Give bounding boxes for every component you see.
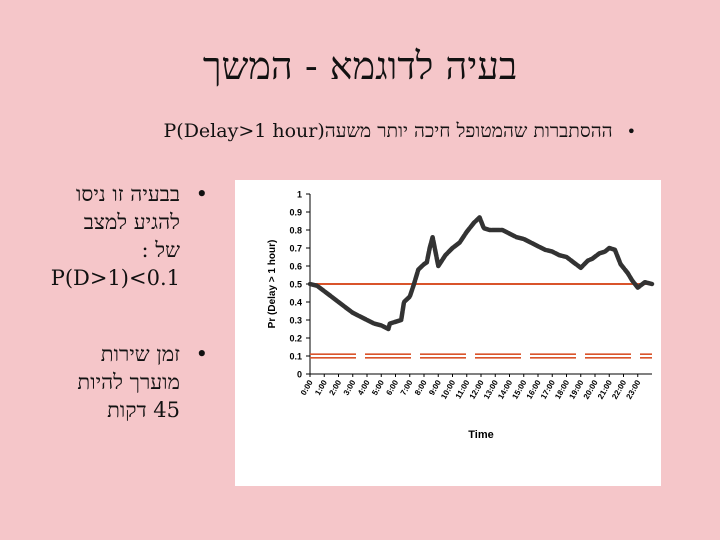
bullet-dot: • <box>626 122 636 141</box>
bullet-dot: • <box>195 342 208 366</box>
data-point <box>508 232 511 235</box>
x-tick-label: 3:00 <box>342 378 358 397</box>
y-tick-label: 0.7 <box>289 244 302 254</box>
data-point <box>543 248 547 252</box>
data-point <box>329 295 333 298</box>
data-point <box>557 253 561 257</box>
data-point <box>372 322 376 325</box>
x-tick-label: 5:00 <box>370 378 386 397</box>
data-point <box>643 280 647 284</box>
y-tick-label: 0.4 <box>289 298 302 308</box>
data-point <box>416 268 420 271</box>
side-point-2-line: זמן שירות <box>100 342 180 366</box>
delay-probability-chart: 0 0.1 0.2 0.3 0.4 0.5 0.6 0.7 0.8 0.9 1 0:001:002:0… <box>267 190 655 441</box>
side-point-2-line: 45 דקות <box>107 398 180 422</box>
y-tick-label: 0.1 <box>289 352 302 362</box>
y-tick-label: 0.6 <box>289 262 302 272</box>
data-point <box>515 235 519 239</box>
x-tick-label: 0:00 <box>299 378 315 397</box>
main-bullet: • ההסתברות שהמטופל חיכה יותר משעהP(Delay>… <box>164 120 637 143</box>
data-point <box>386 327 390 331</box>
data-point <box>344 306 348 309</box>
data-point <box>522 237 526 241</box>
data-point <box>451 246 454 250</box>
data-point <box>472 221 476 225</box>
data-point <box>402 300 406 304</box>
side-point-1-line: P(D>1)<0.1 <box>50 266 180 290</box>
data-point <box>636 286 640 289</box>
data-point <box>478 216 481 219</box>
data-point <box>597 252 601 255</box>
data-point <box>443 253 447 257</box>
bullet-dot: • <box>195 182 208 206</box>
data-point <box>399 318 403 322</box>
y-tick-label: 0.9 <box>289 208 302 218</box>
data-point <box>586 259 590 262</box>
data-point <box>607 246 611 250</box>
y-tick-label: 0.2 <box>289 334 302 344</box>
side-point-2: • זמן שירות מוערך להיות 45 דקות <box>0 340 208 424</box>
data-point <box>358 315 362 318</box>
y-tick-label: 1 <box>297 190 302 200</box>
data-point <box>436 264 440 268</box>
main-bullet-expr: P(Delay>1 hour) <box>163 120 325 142</box>
data-point <box>308 282 312 286</box>
data-point <box>315 284 319 288</box>
data-point <box>603 250 607 253</box>
x-tick-label: 1:00 <box>313 378 329 397</box>
x-tick-label: 8:00 <box>413 378 429 397</box>
data-point <box>412 282 416 286</box>
data-point <box>388 322 392 325</box>
data-point <box>613 248 617 252</box>
data-point <box>482 226 486 230</box>
data-point <box>408 295 412 298</box>
data-point <box>572 261 576 264</box>
data-point <box>630 279 634 282</box>
data-point <box>529 241 533 244</box>
x-tick-label: 2:00 <box>327 378 343 397</box>
y-tick-label: 0.8 <box>289 226 302 236</box>
x-axis-label: Time <box>468 429 493 441</box>
data-point <box>394 320 397 324</box>
data-point <box>458 241 462 244</box>
data-point <box>619 262 623 266</box>
series-line <box>307 215 655 332</box>
data-point <box>428 246 432 250</box>
side-point-1: • בבעיה זו ניסו להגיע למצב של : P(D>1)<0… <box>0 180 208 292</box>
x-tick-label: 4:00 <box>356 378 372 397</box>
data-point <box>425 261 429 264</box>
y-tick-label: 0.5 <box>289 280 302 290</box>
y-tick-label: 0.3 <box>289 316 302 326</box>
data-point <box>550 250 554 253</box>
data-point <box>465 230 469 234</box>
data-point <box>365 318 369 322</box>
x-tick-label: 6:00 <box>384 378 400 397</box>
data-point <box>650 282 654 286</box>
data-point <box>579 266 583 270</box>
y-axis-label: Pr (Delay > 1 hour) <box>267 240 278 329</box>
data-point <box>565 255 568 259</box>
data-point <box>590 257 594 261</box>
main-bullet-text: ההסתברות שהמטופל חיכה יותר משעה <box>324 120 613 142</box>
data-point <box>536 244 540 248</box>
data-point <box>500 228 504 232</box>
data-point <box>351 311 355 315</box>
side-point-2-line: מוערך להיות <box>77 370 180 394</box>
slide-title: בעיה לדוגמא - המשך <box>202 44 518 88</box>
side-point-1-line: של : <box>141 238 180 262</box>
data-point <box>379 324 383 327</box>
y-tick-label: 0 <box>297 370 302 380</box>
data-point <box>488 228 491 232</box>
data-point <box>431 235 434 239</box>
data-point <box>322 289 326 293</box>
data-point <box>493 228 497 232</box>
x-tick-label: 23:00 <box>624 378 642 401</box>
data-point <box>422 262 426 266</box>
data-point <box>626 271 630 275</box>
side-point-1-line: להגיע למצב <box>83 210 180 234</box>
data-point <box>337 300 340 304</box>
chart-container: 0 0.1 0.2 0.3 0.4 0.5 0.6 0.7 0.8 0.9 1 0:00 1:00 2:0… <box>235 180 661 486</box>
x-tick-label: 7:00 <box>399 378 415 397</box>
side-point-1-line: בבעיה זו ניסו <box>76 182 180 206</box>
